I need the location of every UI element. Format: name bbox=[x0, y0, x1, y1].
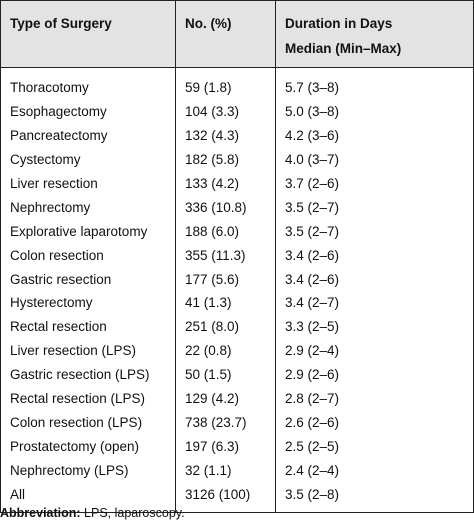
table-cell: Liver resection bbox=[0, 171, 176, 196]
table-cell: 133 (4.2) bbox=[175, 171, 276, 196]
header-cell: Duration in Days Median (Min–Max) bbox=[275, 0, 474, 68]
table-cell: 5.7 (3–8) bbox=[275, 67, 474, 100]
table-body: Thoracotomy 59 (1.8) 5.7 (3–8) Esophagectom… bbox=[0, 67, 474, 514]
header-line: Duration in Days bbox=[285, 16, 393, 31]
table-row: Explorative laparotomy 188 (6.0) 3.5 (2–7) bbox=[0, 219, 474, 244]
table-cell: Explorative laparotomy bbox=[0, 219, 176, 244]
table-row: All 3126 (100) 3.5 (2–8) bbox=[0, 482, 474, 514]
table-cell: Liver resection (LPS) bbox=[0, 338, 176, 363]
table-row: Nephrectomy (LPS) 32 (1.1) 2.4 (2–4) bbox=[0, 458, 474, 483]
table-cell: 182 (5.8) bbox=[175, 147, 276, 172]
table-cell: 3.3 (2–5) bbox=[275, 314, 474, 339]
table-header: Type of Surgery No. (%) Duration in Days… bbox=[0, 0, 474, 68]
table-cell: Esophagectomy bbox=[0, 99, 176, 124]
table-cell: 104 (3.3) bbox=[175, 99, 276, 124]
table-row: Rectal resection (LPS) 129 (4.2) 2.8 (2–7) bbox=[0, 386, 474, 411]
table-cell: 3.4 (2–6) bbox=[275, 243, 474, 268]
table-row: Rectal resection 251 (8.0) 3.3 (2–5) bbox=[0, 314, 474, 339]
table-cell: 3.7 (2–6) bbox=[275, 171, 474, 196]
table-cell: 2.9 (2–4) bbox=[275, 338, 474, 363]
table-cell: 41 (1.3) bbox=[175, 291, 276, 315]
table-cell: Cystectomy bbox=[0, 147, 176, 172]
table-cell: 738 (23.7) bbox=[175, 410, 276, 435]
footnote: Abbreviation: LPS, laparoscopy. bbox=[0, 506, 185, 520]
table-cell: 336 (10.8) bbox=[175, 195, 276, 220]
table-row: Gastric resection 177 (5.6) 3.4 (2–6) bbox=[0, 267, 474, 292]
header-line: Median (Min–Max) bbox=[285, 41, 402, 56]
table-cell: 251 (8.0) bbox=[175, 314, 276, 339]
table-cell: 177 (5.6) bbox=[175, 267, 276, 292]
table-row: Colon resection (LPS) 738 (23.7) 2.6 (2–6) bbox=[0, 410, 474, 435]
table-cell: Thoracotomy bbox=[0, 67, 176, 100]
table-cell: Rectal resection (LPS) bbox=[0, 386, 176, 411]
table-cell: 32 (1.1) bbox=[175, 458, 276, 483]
table-cell: Colon resection bbox=[0, 243, 176, 268]
table-cell: 2.8 (2–7) bbox=[275, 386, 474, 411]
table-cell: 5.0 (3–8) bbox=[275, 99, 474, 124]
table-row: Nephrectomy 336 (10.8) 3.5 (2–7) bbox=[0, 195, 474, 220]
table-row: Hysterectomy 41 (1.3) 3.4 (2–7) bbox=[0, 291, 474, 315]
table-row: Thoracotomy 59 (1.8) 5.7 (3–8) bbox=[0, 67, 474, 100]
header-cell: No. (%) bbox=[175, 0, 276, 68]
table-cell: 3.5 (2–7) bbox=[275, 219, 474, 244]
table-row: Liver resection (LPS) 22 (0.8) 2.9 (2–4) bbox=[0, 338, 474, 363]
table-cell: Nephrectomy bbox=[0, 195, 176, 220]
table-cell: 4.0 (3–7) bbox=[275, 147, 474, 172]
table-cell: 22 (0.8) bbox=[175, 338, 276, 363]
table-cell: Gastric resection bbox=[0, 267, 176, 292]
table-cell: Colon resection (LPS) bbox=[0, 410, 176, 435]
table-row: Colon resection 355 (11.3) 3.4 (2–6) bbox=[0, 243, 474, 268]
table-cell: All bbox=[0, 482, 176, 514]
table-row: Liver resection 133 (4.2) 3.7 (2–6) bbox=[0, 171, 474, 196]
table-cell: 132 (4.3) bbox=[175, 123, 276, 148]
table-cell: 129 (4.2) bbox=[175, 386, 276, 411]
table-cell: 3126 (100) bbox=[175, 482, 276, 514]
table-row: Prostatectomy (open) 197 (6.3) 2.5 (2–5) bbox=[0, 434, 474, 459]
table-cell: 188 (6.0) bbox=[175, 219, 276, 244]
table-row: Cystectomy 182 (5.8) 4.0 (3–7) bbox=[0, 147, 474, 172]
table-cell: Rectal resection bbox=[0, 314, 176, 339]
table-cell: 197 (6.3) bbox=[175, 434, 276, 459]
table-cell: Nephrectomy (LPS) bbox=[0, 458, 176, 483]
table-cell: 2.5 (2–5) bbox=[275, 434, 474, 459]
table-cell: 355 (11.3) bbox=[175, 243, 276, 268]
table-cell: 4.2 (3–6) bbox=[275, 123, 474, 148]
table-row: Pancreatectomy 132 (4.3) 4.2 (3–6) bbox=[0, 123, 474, 148]
table-cell: Prostatectomy (open) bbox=[0, 434, 176, 459]
table-cell: 3.4 (2–7) bbox=[275, 291, 474, 315]
table-cell: 2.6 (2–6) bbox=[275, 410, 474, 435]
table-cell: 3.5 (2–7) bbox=[275, 195, 474, 220]
footnote-label: Abbreviation: bbox=[0, 506, 81, 520]
table-cell: Hysterectomy bbox=[0, 291, 176, 315]
table-row: Gastric resection (LPS) 50 (1.5) 2.9 (2–6) bbox=[0, 362, 474, 387]
table-row: Esophagectomy 104 (3.3) 5.0 (3–8) bbox=[0, 99, 474, 124]
table-cell: 3.5 (2–8) bbox=[275, 482, 474, 514]
footnote-text: LPS, laparoscopy. bbox=[84, 506, 185, 520]
table-cell: Pancreatectomy bbox=[0, 123, 176, 148]
table: Type of Surgery No. (%) Duration in Days… bbox=[0, 0, 474, 514]
table-cell: 59 (1.8) bbox=[175, 67, 276, 100]
table-cell: 2.4 (2–4) bbox=[275, 458, 474, 483]
table-cell: 2.9 (2–6) bbox=[275, 362, 474, 387]
header-row: Type of Surgery No. (%) Duration in Days… bbox=[0, 0, 474, 68]
table-cell: 3.4 (2–6) bbox=[275, 267, 474, 292]
table-cell: Gastric resection (LPS) bbox=[0, 362, 176, 387]
table-cell: 50 (1.5) bbox=[175, 362, 276, 387]
header-cell: Type of Surgery bbox=[0, 0, 176, 68]
